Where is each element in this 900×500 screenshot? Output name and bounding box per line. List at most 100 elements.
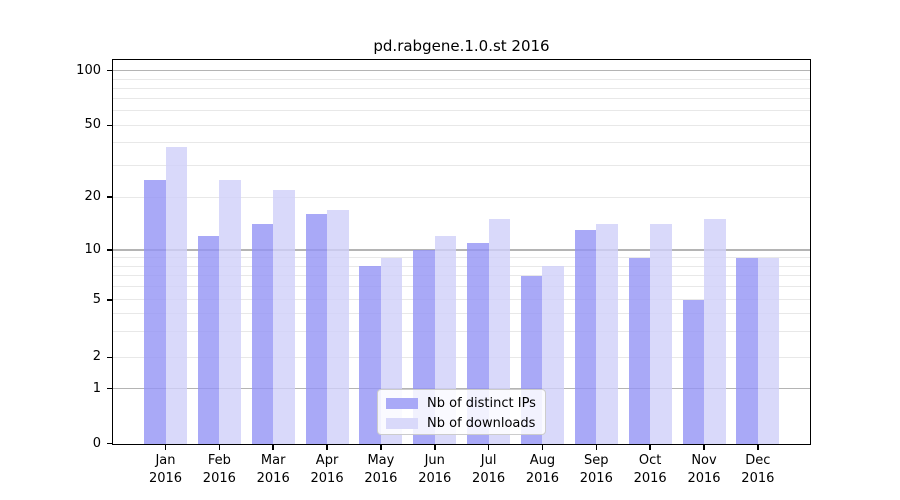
y-tick-label: 10: [84, 242, 101, 257]
y-tick-label: 0: [92, 435, 101, 451]
x-tick-label: Apr 2016: [295, 452, 359, 489]
x-tick: [649, 445, 651, 450]
x-tick-label-month: Sep: [584, 452, 609, 468]
y-tick-label: 2: [92, 349, 101, 365]
x-tick-label: May 2016: [349, 452, 413, 489]
x-tick: [595, 445, 598, 450]
minor-gridline: [113, 110, 810, 112]
bar-distinct-ips: [197, 236, 220, 444]
x-tick: [272, 445, 274, 450]
x-tick-label-year: 2016: [364, 471, 398, 486]
y-tick: [106, 356, 112, 359]
y-tick: [106, 196, 112, 198]
legend-label-distinct-ips: Nb of distinct IPs: [427, 395, 536, 411]
y-tick: [106, 299, 112, 301]
x-tick-label-month: Feb: [207, 452, 231, 468]
minor-gridline: [113, 257, 810, 259]
y-tick-label: 20: [84, 189, 101, 205]
x-tick-label-month: May: [367, 452, 395, 468]
bar-downloads: [542, 266, 564, 444]
x-tick-label-year: 2016: [148, 471, 183, 486]
bar-downloads: [165, 146, 187, 444]
minor-gridline: [113, 275, 810, 277]
x-tick-label-month: Aug: [529, 452, 556, 468]
x-tick-label-month: Jul: [480, 452, 497, 468]
x-tick-label-month: Apr: [315, 452, 339, 468]
x-tick: [380, 445, 382, 450]
x-tick: [434, 445, 436, 450]
chart-title: pd.rabgene.1.0.st 2016: [373, 37, 550, 55]
minor-gridline: [113, 356, 810, 358]
bar-distinct-ips: [682, 300, 704, 444]
minor-gridline: [113, 124, 810, 126]
x-tick-label-month: Oct: [638, 452, 662, 468]
y-tick: [106, 442, 112, 445]
x-tick-label-year: 2016: [525, 471, 559, 486]
x-tick-label-month: Dec: [745, 452, 771, 468]
bar-distinct-ips: [305, 214, 328, 444]
x-tick-label: Nov 2016: [672, 452, 736, 489]
legend-swatch-downloads: [386, 418, 418, 429]
minor-gridline: [113, 87, 810, 89]
bar-distinct-ips: [574, 230, 597, 444]
x-tick-label-month: Jan: [155, 452, 176, 468]
x-tick-label: Sep 2016: [564, 452, 628, 489]
x-tick-label: Aug 2016: [510, 452, 574, 489]
y-tick-label: 5: [92, 291, 101, 307]
x-tick-label-month: Nov: [691, 452, 717, 468]
minor-gridline: [113, 78, 810, 80]
major-gridline: [113, 70, 810, 72]
y-tick: [106, 249, 112, 251]
x-tick-label: Jul 2016: [457, 452, 521, 489]
x-tick-label: Jun 2016: [403, 452, 467, 489]
minor-gridline: [113, 299, 810, 301]
major-gridline: [113, 387, 810, 390]
minor-gridline: [113, 286, 810, 288]
bar-downloads: [488, 219, 511, 444]
y-tick-label: 100: [76, 62, 101, 78]
x-tick-label-year: 2016: [633, 471, 667, 486]
legend-label-downloads: Nb of downloads: [427, 415, 536, 431]
x-tick: [541, 445, 544, 450]
legend-item-distinct-ips: Nb of distinct IPs: [386, 395, 545, 413]
x-tick-label-month: Jun: [424, 452, 445, 468]
x-tick-label-year: 2016: [418, 471, 452, 486]
x-tick: [487, 445, 490, 450]
bar-downloads: [757, 257, 780, 444]
x-tick-label: Feb 2016: [187, 452, 251, 489]
legend-item-downloads: Nb of downloads: [386, 415, 545, 433]
bar-downloads: [704, 219, 726, 444]
x-tick-label-year: 2016: [741, 471, 775, 486]
minor-gridline: [113, 142, 810, 144]
x-tick-label-year: 2016: [202, 471, 236, 486]
y-tick-label: 1: [92, 380, 101, 396]
x-tick-label-year: 2016: [256, 471, 290, 486]
x-tick: [703, 445, 705, 450]
x-tick-label-year: 2016: [687, 471, 721, 486]
minor-gridline: [113, 265, 810, 267]
bar-distinct-ips: [736, 257, 758, 444]
bar-downloads: [219, 179, 241, 444]
x-tick-label-year: 2016: [472, 471, 506, 486]
x-tick-label-year: 2016: [579, 471, 613, 486]
x-tick: [218, 445, 221, 450]
bar-distinct-ips: [359, 266, 381, 444]
bar-downloads: [596, 224, 618, 444]
bar-distinct-ips: [628, 257, 651, 444]
y-tick: [106, 124, 112, 127]
minor-gridline: [113, 313, 810, 315]
bar-downloads: [650, 224, 672, 444]
x-tick-label-month: Mar: [260, 452, 286, 468]
x-tick-label-year: 2016: [310, 471, 344, 486]
x-tick: [757, 445, 759, 450]
minor-gridline: [113, 98, 810, 100]
legend-swatch-distinct-ips: [386, 398, 418, 409]
bar-downloads: [273, 189, 295, 444]
minor-gridline: [113, 164, 810, 166]
bar-distinct-ips: [144, 179, 166, 444]
x-tick-label: Jan 2016: [134, 452, 198, 489]
x-tick-label: Mar 2016: [241, 452, 305, 489]
bar-distinct-ips: [251, 224, 274, 444]
legend: Nb of distinct IPs Nb of downloads: [377, 388, 546, 435]
